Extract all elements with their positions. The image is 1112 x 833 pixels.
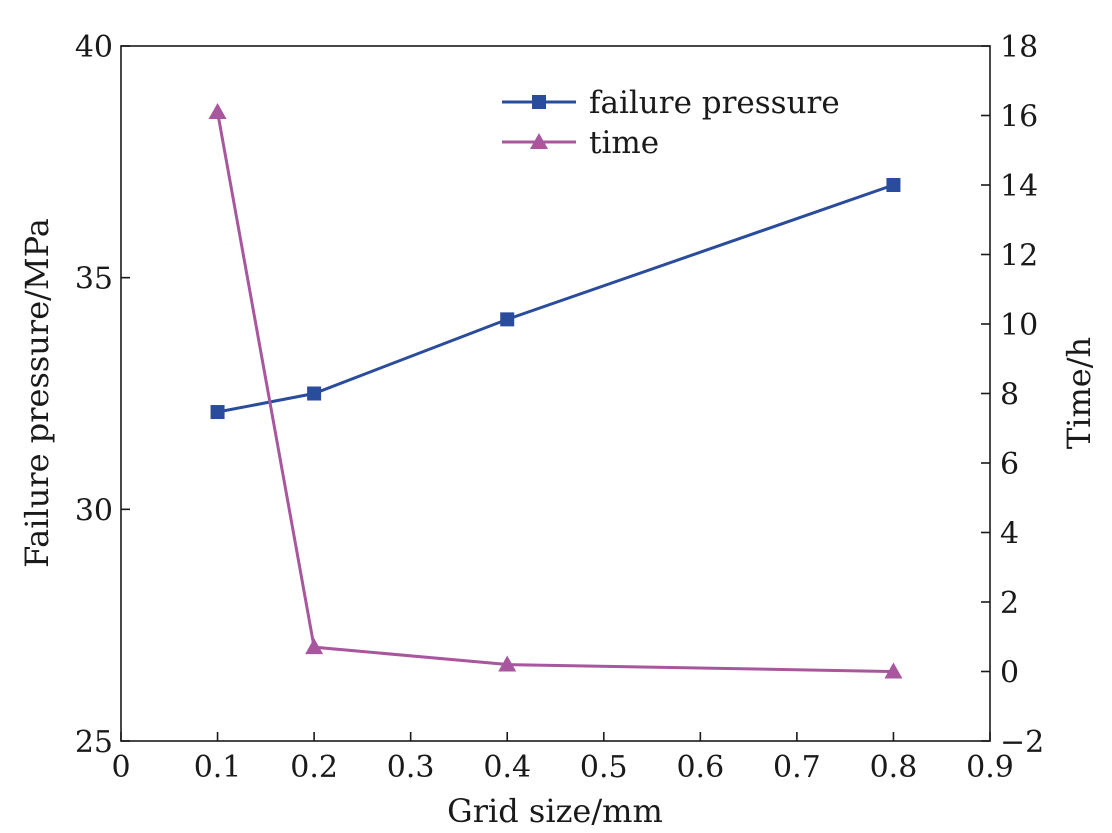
y-right-tick-label: −2: [1000, 725, 1044, 760]
data-point-triangle: [305, 638, 324, 655]
data-point-square: [886, 178, 901, 192]
data-point-triangle: [498, 655, 517, 672]
y-right-tick-label: 6: [1000, 447, 1019, 482]
legend-marker-square: [532, 95, 546, 109]
y-right-tick-label: 14: [1000, 169, 1038, 204]
y-right-tick-label: 4: [1000, 517, 1019, 552]
y-right-tick-label: 2: [1000, 586, 1019, 621]
data-point-square: [500, 312, 515, 327]
x-tick-label: 0: [111, 750, 130, 785]
y-left-axis-title: Failure pressure/MPa: [18, 218, 56, 568]
y-left-tick-label: 25: [75, 725, 113, 760]
y-right-tick-labels: −2 0 2 4 6 8 10 12 14 16 18: [1000, 30, 1044, 760]
legend-label-time: time: [589, 125, 659, 161]
x-axis-title: Grid size/mm: [447, 792, 663, 830]
series-line-0: [217, 183, 894, 414]
y-left-tick-label: 40: [75, 30, 113, 65]
x-tick-label: 0.9: [966, 750, 1014, 785]
legend: failure pressure time: [502, 85, 840, 161]
legend-label-failure-pressure: failure pressure: [589, 85, 840, 121]
y-right-tick-label: 12: [1000, 239, 1038, 274]
x-tick-labels: 0 0.1 0.2 0.3 0.4 0.5 0.6 0.7 0.8 0.9: [111, 750, 1013, 785]
y-left-tick-label: 30: [75, 493, 113, 528]
y-right-axis-title: Time/h: [1060, 337, 1098, 449]
data-point-square: [307, 386, 322, 401]
series-layer: [208, 103, 903, 679]
x-tick-label: 0.6: [676, 750, 724, 785]
series-line-1: [216, 111, 894, 673]
x-tick-label: 0.8: [870, 750, 918, 785]
y-right-tick-label: 16: [1000, 100, 1038, 135]
data-point-square: [210, 405, 225, 420]
x-tick-label: 0.5: [580, 750, 628, 785]
x-tick-label: 0.1: [194, 750, 242, 785]
x-tick-label: 0.2: [290, 750, 338, 785]
x-tick-label: 0.7: [773, 750, 821, 785]
y-right-tick-label: 18: [1000, 30, 1038, 65]
x-tick-label: 0.3: [387, 750, 435, 785]
x-tick-label: 0.4: [483, 750, 531, 785]
y-right-tick-label: 0: [1000, 656, 1019, 691]
data-point-triangle: [208, 103, 227, 120]
y-left-tick-labels: 25 30 35 40: [75, 30, 113, 760]
data-point-triangle: [884, 662, 903, 679]
y-right-tick-label: 8: [1000, 378, 1019, 413]
plot-frame: [120, 45, 991, 742]
ticks: [120, 45, 991, 742]
y-right-tick-label: 10: [1000, 308, 1038, 343]
y-left-tick-label: 35: [75, 262, 113, 297]
legend-marker-triangle: [530, 133, 548, 149]
